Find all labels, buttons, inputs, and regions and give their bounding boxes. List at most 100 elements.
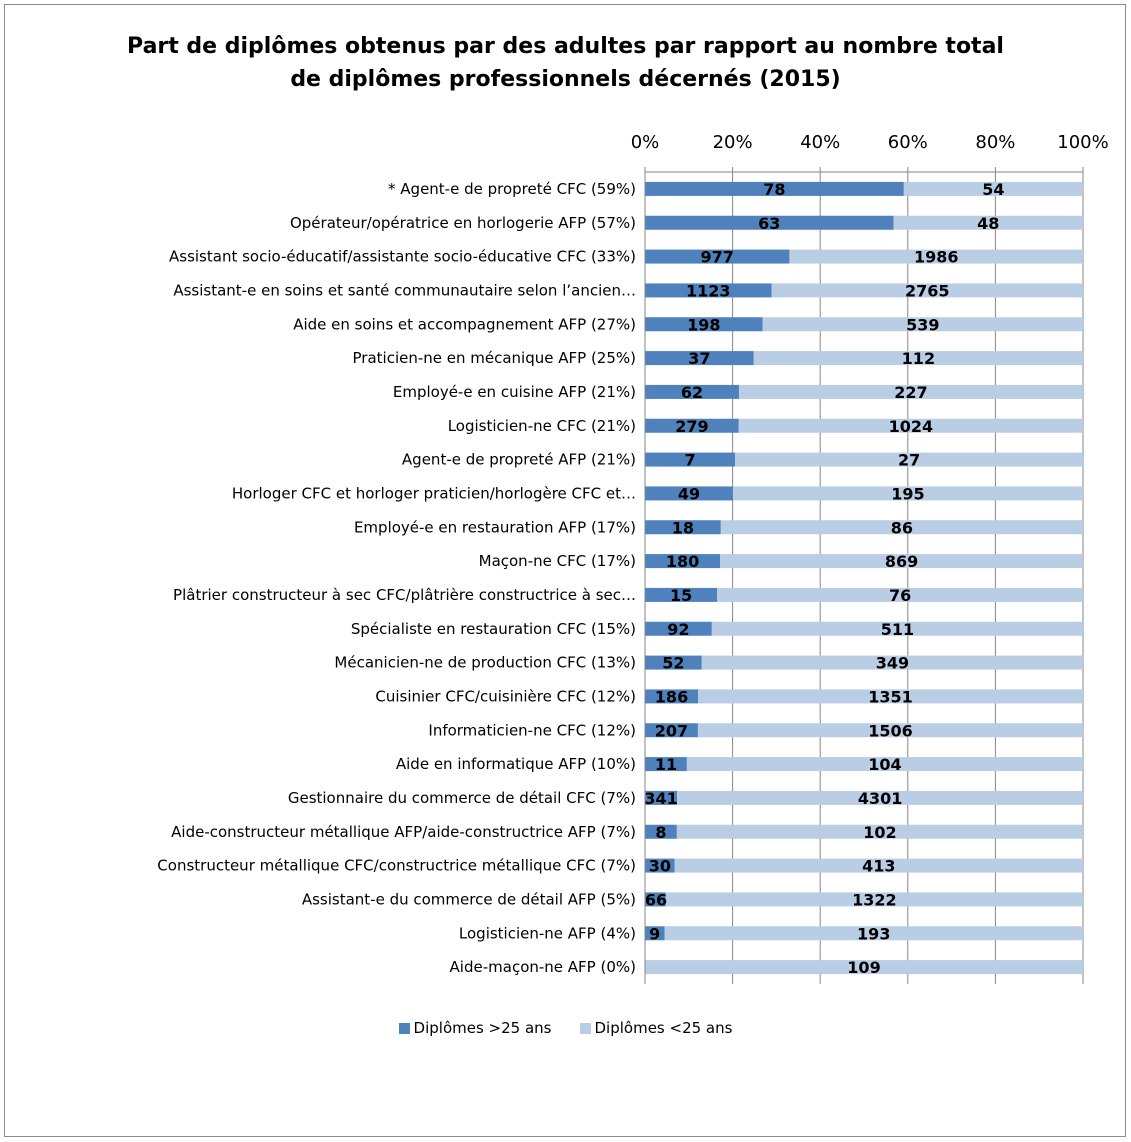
bar-over-25 [645,249,790,264]
x-tick-label: 0% [631,132,660,153]
category-label: Assistant-e du commerce de détail AFP (5… [302,890,636,908]
bar-under-25 [698,689,1083,704]
bar-over-25 [645,215,894,230]
category-label: Opérateur/opératrice en horlogerie AFP (… [290,214,636,232]
legend-swatch-under-25 [579,1022,591,1034]
bar-over-25 [645,858,675,873]
data-label-over-25: 30 [649,857,671,876]
bar-over-25 [645,384,739,399]
data-label-under-25: 1506 [868,721,913,740]
category-label: Plâtrier constructeur à sec CFC/plâtrièr… [173,586,636,604]
x-tick-label: 80% [975,132,1015,153]
bar-under-25 [762,317,1083,332]
data-label-over-25: 15 [670,586,692,605]
category-label: Logisticien-ne CFC (21%) [448,417,636,435]
data-label-under-25: 76 [889,586,911,605]
data-label-under-25: 104 [868,755,901,774]
x-tick-label: 100% [1057,132,1108,153]
category-label: Aide en soins et accompagnement AFP (27%… [293,315,636,333]
legend-swatch-over-25 [398,1022,410,1034]
bar-under-25 [735,452,1083,467]
bar-under-25 [720,520,1083,535]
bar-over-25 [645,757,687,772]
bar-over-25 [645,892,666,907]
category-label: Spécialiste en restauration CFC (15%) [351,620,636,638]
bar-under-25 [789,249,1083,264]
data-label-under-25: 112 [902,349,935,368]
category-label: Horloger CFC et horloger praticien/horlo… [232,484,636,502]
legend: Diplômes >25 ans Diplômes <25 ans [0,1017,1131,1039]
data-label-under-25: 2765 [905,281,950,300]
x-tick-label: 60% [888,132,928,153]
bar-under-25 [717,587,1083,602]
category-label: * Agent-e de propreté CFC (59%) [388,180,636,198]
data-label-over-25: 92 [667,620,689,639]
chart-title: Part de diplômes obtenus par des adultes… [127,34,1004,92]
category-label: Gestionnaire du commerce de détail CFC (… [288,789,636,807]
data-label-over-25: 9 [649,924,660,943]
bar-over-25 [645,351,754,366]
bar-under-25 [686,757,1083,772]
category-label: Assistant-e en soins et santé communauta… [173,281,636,299]
bar-over-25 [645,621,712,636]
bar-under-25 [732,486,1083,501]
bar-over-25 [645,418,739,433]
bar-under-25 [711,621,1083,636]
data-label-over-25: 186 [655,687,688,706]
data-label-under-25: 511 [881,620,914,639]
data-label-under-25: 1986 [914,248,959,267]
category-label: Maçon-ne CFC (17%) [479,552,636,570]
bar-under-25 [664,926,1083,941]
data-label-under-25: 869 [885,552,918,571]
data-label-over-25: 37 [688,349,710,368]
data-label-under-25: 195 [891,484,924,503]
data-label-under-25: 1322 [852,890,897,909]
data-label-under-25: 4301 [858,789,903,808]
category-label: Agent-e de propreté AFP (21%) [402,451,636,469]
data-label-over-25: 198 [687,315,720,334]
legend-item-under-25: Diplômes <25 ans [579,1019,732,1037]
bar-under-25 [674,858,1083,873]
data-label-under-25: 48 [977,214,999,233]
legend-label-over-25: Diplômes >25 ans [413,1019,552,1037]
data-label-over-25: 78 [763,180,785,199]
data-label-under-25: 539 [906,315,939,334]
data-label-under-25: 1024 [889,417,934,436]
category-label: Aide en informatique AFP (10%) [396,755,636,773]
data-label-under-25: 27 [898,451,920,470]
data-label-under-25: 193 [857,924,890,943]
category-label: Employé-e en cuisine AFP (21%) [393,383,636,401]
bar-under-25 [753,351,1083,366]
bar-over-25 [645,486,733,501]
data-label-under-25: 413 [862,857,895,876]
data-label-over-25: 207 [655,721,688,740]
data-label-over-25: 66 [645,890,667,909]
bar-over-25 [645,723,698,738]
bar-under-25 [738,384,1083,399]
bar-over-25 [645,689,699,704]
category-label: Employé-e en restauration AFP (17%) [354,518,636,536]
data-label-over-25: 11 [655,755,677,774]
data-label-under-25: 1351 [868,687,913,706]
x-tick-label: 40% [800,132,840,153]
data-label-over-25: 62 [681,383,703,402]
category-label: Cuisinier CFC/cuisinière CFC (12%) [375,687,636,705]
x-tick-label: 20% [713,132,753,153]
data-label-under-25: 349 [876,654,909,673]
data-label-under-25: 109 [847,958,880,977]
data-label-over-25: 52 [662,654,684,673]
bar-over-25 [645,554,721,569]
bar-under-25 [701,655,1083,670]
bar-under-25 [720,554,1083,569]
data-label-over-25: 977 [701,248,734,267]
data-label-under-25: 86 [891,518,913,537]
data-label-under-25: 227 [894,383,927,402]
data-label-over-25: 1123 [686,281,731,300]
bar-over-25 [645,587,718,602]
data-label-under-25: 54 [982,180,1004,199]
data-label-over-25: 7 [685,451,696,470]
category-label: Informaticien-ne CFC (12%) [428,721,636,739]
bar-under-25 [771,283,1083,298]
data-label-under-25: 102 [863,823,896,842]
